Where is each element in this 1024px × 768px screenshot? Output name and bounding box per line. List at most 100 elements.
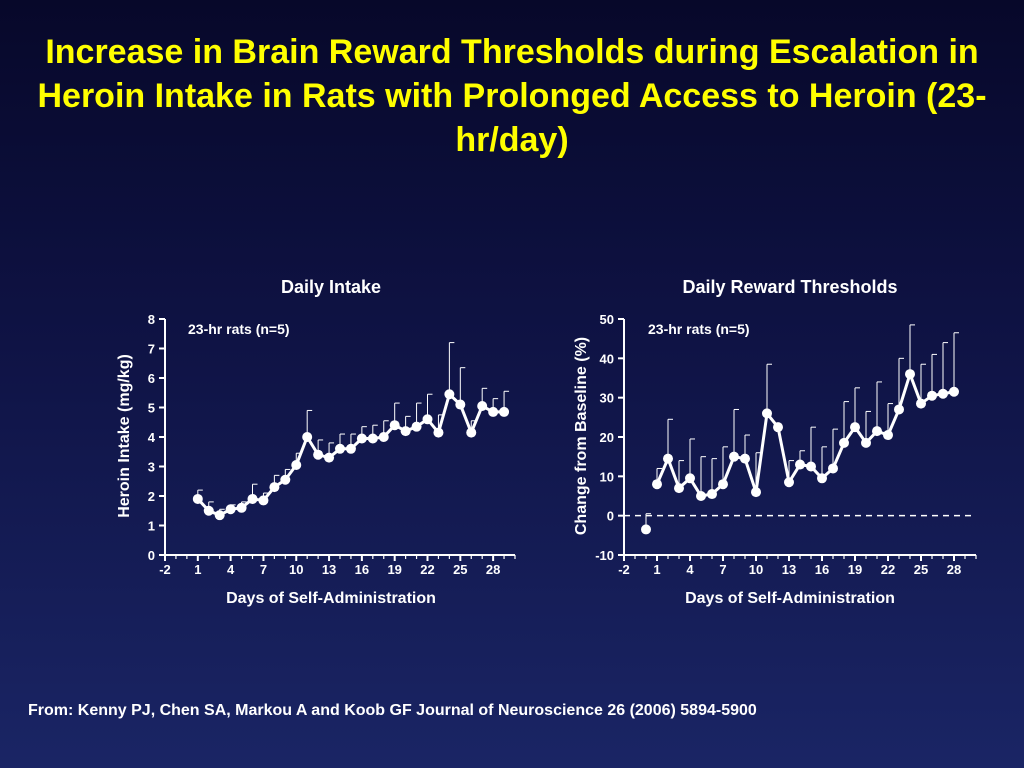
data-point [674, 483, 684, 494]
data-point [247, 493, 258, 504]
series-line [196, 392, 505, 517]
x-tick-label: 10 [289, 562, 303, 577]
data-point [718, 479, 728, 490]
y-axis-label: Change from Baseline (%) [573, 337, 590, 535]
data-point [696, 491, 706, 501]
y-tick-label: 50 [600, 312, 614, 327]
data-point [938, 388, 948, 399]
data-point [652, 479, 662, 490]
y-tick-label: 3 [148, 460, 155, 475]
y-tick-label: 20 [600, 430, 614, 445]
data-point [828, 463, 838, 474]
x-tick-label: 25 [914, 562, 928, 577]
y-tick-label: 4 [148, 430, 156, 445]
data-point [258, 495, 269, 506]
data-point [422, 414, 433, 425]
x-tick-label: 13 [782, 562, 796, 577]
data-point [707, 489, 717, 500]
data-point [444, 389, 455, 400]
data-point [400, 426, 411, 437]
data-point [356, 433, 367, 444]
data-point [378, 432, 389, 442]
data-point [784, 477, 794, 488]
y-tick-label: 0 [607, 509, 614, 524]
x-tick-label: 1 [194, 562, 201, 577]
data-point [367, 433, 378, 444]
data-point [806, 461, 816, 472]
data-point [411, 421, 422, 432]
x-tick-label: 13 [322, 562, 336, 577]
slide-title: Increase in Brain Reward Thresholds duri… [37, 33, 987, 159]
data-point [313, 449, 324, 460]
x-axis-label: Days of Self-Administration [226, 590, 436, 607]
data-point [433, 427, 444, 438]
charts-canvas: Daily Intake 23-hr rats (n=5) Days of Se… [0, 0, 1024, 690]
x-tick-label: 28 [486, 562, 500, 577]
y-tick-label: 1 [148, 519, 155, 534]
data-point [488, 406, 499, 417]
y-tick-label: 0 [148, 548, 155, 563]
data-point [324, 452, 335, 463]
data-point [280, 474, 291, 485]
y-tick-label: 7 [148, 342, 155, 357]
data-point [850, 422, 860, 433]
data-point [455, 399, 466, 410]
data-point [927, 390, 937, 401]
x-axis-label: Days of Self-Administration [685, 590, 895, 607]
y-tick-label: 8 [148, 312, 155, 327]
x-tick-label: 22 [881, 562, 895, 577]
data-point [225, 504, 236, 515]
y-tick-label: 10 [600, 469, 614, 484]
data-point [916, 398, 926, 409]
data-point [729, 451, 739, 462]
y-axis-label: Heroin Intake (mg/kg) [116, 354, 133, 518]
data-point [345, 443, 356, 454]
data-point [203, 505, 214, 516]
data-point [894, 404, 904, 415]
data-point [477, 401, 488, 412]
y-tick-label: 6 [148, 371, 155, 386]
y-tick-label: 5 [148, 401, 155, 416]
x-tick-label: 1 [653, 562, 660, 577]
x-tick-label: 16 [355, 562, 369, 577]
data-point [685, 473, 695, 484]
chart-title: Daily Intake [281, 277, 381, 297]
x-tick-label: 25 [453, 562, 467, 577]
x-tick-label: 22 [420, 562, 434, 577]
x-tick-label: 19 [387, 562, 401, 577]
data-point [872, 426, 882, 437]
daily-intake-chart: Daily Intake 23-hr rats (n=5) Days of Se… [116, 277, 516, 607]
x-tick-label: 28 [947, 562, 961, 577]
y-tick-label: 2 [148, 489, 155, 504]
daily-reward-thresholds-chart: Daily Reward Thresholds 23-hr rats (n=5)… [573, 277, 977, 607]
data-point [269, 482, 280, 493]
x-tick-label: -2 [618, 562, 630, 577]
chart-annotation: 23-hr rats (n=5) [648, 321, 750, 337]
x-tick-label: 7 [719, 562, 726, 577]
data-point [861, 437, 871, 448]
data-point [641, 524, 651, 535]
data-point [762, 408, 772, 419]
data-point [466, 427, 477, 438]
data-point [214, 510, 225, 521]
data-point [883, 430, 893, 441]
data-point [949, 386, 959, 397]
x-tick-label: 4 [686, 562, 694, 577]
y-tick-label: 40 [600, 351, 614, 366]
data-point [740, 453, 750, 464]
data-point [291, 460, 302, 471]
x-tick-label: 10 [749, 562, 763, 577]
data-point [499, 406, 510, 417]
y-tick-label: -10 [595, 548, 614, 563]
series-line [655, 372, 955, 498]
data-point [335, 443, 345, 454]
data-point [773, 422, 783, 433]
x-tick-label: 16 [815, 562, 829, 577]
chart-annotation: 23-hr rats (n=5) [188, 321, 290, 337]
data-point [236, 502, 247, 513]
data-point [817, 473, 827, 484]
x-tick-label: -2 [159, 562, 171, 577]
x-tick-label: 19 [848, 562, 862, 577]
data-point [302, 432, 313, 442]
x-tick-label: 4 [227, 562, 235, 577]
